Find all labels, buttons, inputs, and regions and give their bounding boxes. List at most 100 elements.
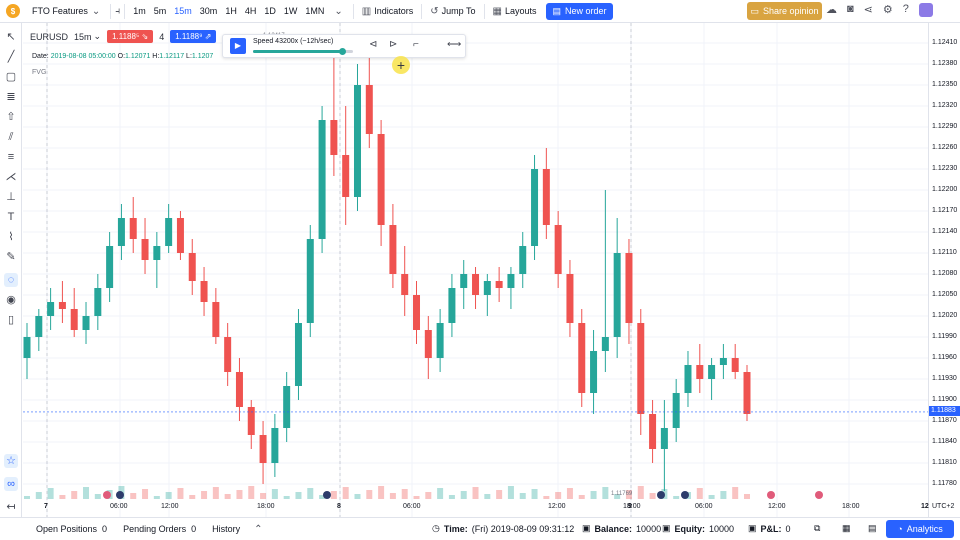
calendar-icon[interactable]: ▦ <box>842 523 851 533</box>
tab-history[interactable]: History <box>204 524 248 534</box>
time-axis[interactable]: 7 06:00 12:00 18:00 8 06:00 12:00 18:00 9 06:00 12… <box>23 500 929 517</box>
speed-handle[interactable] <box>339 48 346 55</box>
speed-slider[interactable] <box>253 48 353 55</box>
low-value: 1.1207 <box>191 53 214 60</box>
candle-body <box>590 351 598 393</box>
eye-icon[interactable]: ◉ <box>6 294 16 306</box>
candle-body <box>47 302 55 316</box>
price-tick-label: 1.11780 <box>932 480 957 487</box>
chevron-down-icon[interactable]: ⌄ <box>91 5 101 17</box>
trend-line-icon[interactable]: ╱ <box>7 51 15 63</box>
share-opinion-button[interactable]: ▭ Share opinion <box>747 2 822 20</box>
time-label: Time: <box>443 523 468 534</box>
timeframe-1mn[interactable]: 1MN <box>305 6 325 16</box>
pencil-icon[interactable]: ✎ <box>6 251 16 263</box>
time-tick-label: 7 <box>44 503 48 510</box>
fib-icon[interactable]: ≣ <box>6 91 16 103</box>
buy-button[interactable]: 1.1188⁹ ⇗ <box>170 30 217 43</box>
timeframe-4h[interactable]: 4H <box>244 6 257 16</box>
camera-icon[interactable]: ◙ <box>847 3 854 15</box>
candle-body <box>58 302 66 309</box>
cursor-icon[interactable]: ↖ <box>6 31 16 43</box>
indicators-button[interactable]: ▥ Indicators <box>358 6 417 17</box>
candle-body <box>696 365 704 379</box>
share-icon[interactable]: ⋖ <box>863 4 873 16</box>
trash-icon[interactable]: ▯ <box>7 314 15 326</box>
price-chart[interactable]: 1.124171.11769 <box>23 23 928 517</box>
symbol-timeframe[interactable]: 15m <box>74 31 92 42</box>
tab-pending-orders[interactable]: Pending Orders 0 <box>115 524 204 534</box>
candle-body <box>719 358 727 365</box>
open-label: O: <box>117 53 126 60</box>
step-forward-icon[interactable]: ⊳ <box>389 39 398 50</box>
candle-body <box>141 239 149 260</box>
notes-icon[interactable]: ▤ <box>868 523 877 533</box>
gear-icon[interactable]: ⚙ <box>882 4 893 16</box>
candle-body <box>483 281 491 295</box>
cloud-icon[interactable]: ☁ <box>826 4 837 16</box>
collapse-icon[interactable]: ⟷ <box>447 39 462 50</box>
candle-body <box>117 218 125 246</box>
volume-bar <box>401 489 408 499</box>
timeframe-30m[interactable]: 30m <box>199 6 218 16</box>
ruler-icon[interactable]: ⊥ <box>6 191 16 203</box>
avatar[interactable] <box>918 3 933 17</box>
play-button[interactable]: ▶ <box>230 38 246 54</box>
new-order-button[interactable]: ▤ New order <box>546 2 613 20</box>
channel-icon[interactable]: ⫽ <box>8 131 14 143</box>
analytics-button[interactable]: ◔ Analytics <box>886 520 954 538</box>
time-tick-label: 06:00 <box>695 503 713 510</box>
pattern-icon[interactable]: ⋌ <box>5 171 17 183</box>
volume-bar <box>614 494 621 499</box>
equity-readout: ▣ Equity: 10000 <box>662 523 734 534</box>
chevron-up-icon[interactable]: ⌃ <box>254 523 263 535</box>
back-icon[interactable]: ↤ <box>6 501 16 513</box>
candle-body <box>188 253 196 281</box>
speed-fill <box>253 50 343 53</box>
symbol-name[interactable]: EURUSD <box>30 31 69 42</box>
timeframe-1d[interactable]: 1D <box>264 6 276 16</box>
link-icon[interactable]: ∞ <box>4 477 18 491</box>
copy-icon[interactable]: ⧉ <box>814 523 821 533</box>
text-icon[interactable]: T <box>7 211 15 223</box>
tab-open-positions[interactable]: Open Positions 0 <box>0 524 115 534</box>
timeframe-1h[interactable]: 1H <box>225 6 237 16</box>
timeframe-15m[interactable]: 15m <box>174 6 192 16</box>
price-tick-label: 1.11810 <box>932 459 957 466</box>
price-axis[interactable]: 1.12410 1.12380 1.12350 1.12320 1.12290 1.122… <box>928 23 960 517</box>
indicator-label[interactable]: FVG <box>32 69 47 76</box>
candle-body <box>460 274 468 288</box>
jump-to-date-icon[interactable]: ⌐ <box>413 39 419 50</box>
timeframe-1w[interactable]: 1W <box>283 6 298 16</box>
event-flag-icon <box>116 491 124 499</box>
candle-body <box>649 414 657 449</box>
star-icon[interactable]: ☆ <box>4 454 18 468</box>
chevron-down-icon[interactable]: ⌄ <box>334 5 343 17</box>
sell-button[interactable]: 1.1188⁵ ⇘ <box>107 30 154 43</box>
candle-type-icon[interactable]: ⫞ <box>115 5 121 17</box>
layouts-button[interactable]: ▦ Layouts <box>489 6 541 17</box>
time-tick-label: 8 <box>337 503 341 510</box>
clock-icon: ◷ <box>432 523 440 533</box>
price-tick-label: 1.11930 <box>932 375 957 382</box>
magnet-icon[interactable]: ◌ <box>4 273 18 287</box>
chevron-down-icon[interactable]: ⌄ <box>93 31 102 41</box>
help-icon[interactable]: ? <box>902 3 909 15</box>
timezone-label[interactable]: UTC+2 <box>932 503 955 510</box>
analytics-label: Analytics <box>906 524 943 534</box>
brush-icon[interactable]: ⌇ <box>8 231 14 243</box>
rectangle-icon[interactable]: ▢ <box>5 71 17 83</box>
timeframe-1m[interactable]: 1m <box>133 6 146 16</box>
jump-to-button[interactable]: ↺ Jump To <box>426 6 479 17</box>
candle-body <box>129 218 137 239</box>
top-right-icons: ☁ ◙ ⋖ ⚙ ? <box>826 3 933 17</box>
volume-bar <box>566 488 573 499</box>
candles-canvas[interactable]: 1.124171.11769 <box>23 23 928 517</box>
timeframe-5m[interactable]: 5m <box>153 6 167 16</box>
volume-bar <box>696 488 703 499</box>
arrow-up-icon[interactable]: ⇧ <box>6 111 16 123</box>
volume-bar <box>602 487 609 499</box>
levels-icon[interactable]: ≡ <box>7 151 15 163</box>
step-back-icon[interactable]: ⊲ <box>369 39 378 50</box>
workspace-name[interactable]: FTO Features <box>32 6 88 16</box>
